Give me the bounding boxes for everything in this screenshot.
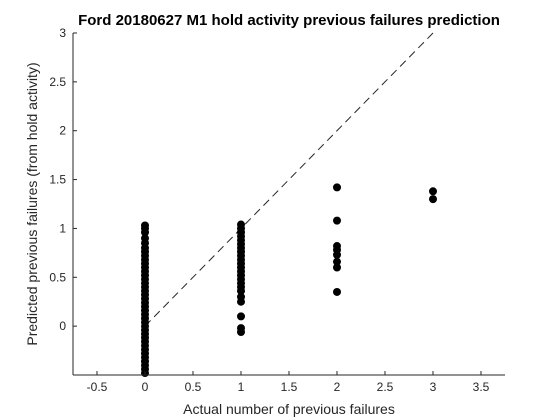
x-tick-label: 3 — [430, 380, 437, 394]
y-tick-label: 1.5 — [49, 173, 66, 187]
data-point — [141, 228, 149, 237]
y-tick-label: 0.5 — [49, 270, 66, 284]
y-tick-label: 1 — [59, 221, 66, 235]
x-tick-label: 2 — [334, 380, 341, 394]
data-point — [333, 287, 341, 296]
x-tick-label: -0.5 — [87, 380, 108, 394]
y-tick-label: 2 — [59, 124, 66, 138]
x-tick-label: 1.5 — [281, 380, 298, 394]
data-point — [333, 257, 341, 266]
x-tick-label: 2.5 — [377, 380, 394, 394]
data-point — [237, 286, 245, 295]
x-tick-label: 1 — [238, 380, 245, 394]
data-point — [237, 312, 245, 321]
data-point — [237, 297, 245, 306]
y-tick-label: 3 — [59, 26, 66, 40]
y-axis-ticks: 0 0.5 1 1.5 2 2.5 3 — [49, 26, 77, 333]
data-point — [237, 328, 245, 337]
data-point — [429, 187, 437, 196]
plot-axes — [72, 33, 505, 376]
data-point — [333, 263, 341, 272]
x-tick-label: 3.5 — [473, 380, 490, 394]
reference-line-layer — [144, 32, 434, 327]
y-tick-label: 0 — [59, 319, 66, 333]
x-axis-ticks: -0.5 0 0.5 1 1.5 2 2.5 3 3.5 — [87, 371, 490, 394]
x-axis-label: Actual number of previous failures — [183, 401, 395, 417]
x-tick-label: 0.5 — [185, 380, 202, 394]
chart-title: Ford 20180627 M1 hold activity previous … — [78, 12, 500, 29]
y-axis-label: Predicted previous failures (from hold a… — [24, 62, 40, 345]
data-point — [333, 183, 341, 192]
x-tick-label: 0 — [142, 380, 149, 394]
data-points-layer — [141, 183, 437, 378]
y-tick-label: 2.5 — [49, 75, 66, 89]
data-point — [333, 250, 341, 259]
reference-line — [144, 32, 434, 327]
data-point — [429, 195, 437, 204]
data-point — [333, 216, 341, 225]
